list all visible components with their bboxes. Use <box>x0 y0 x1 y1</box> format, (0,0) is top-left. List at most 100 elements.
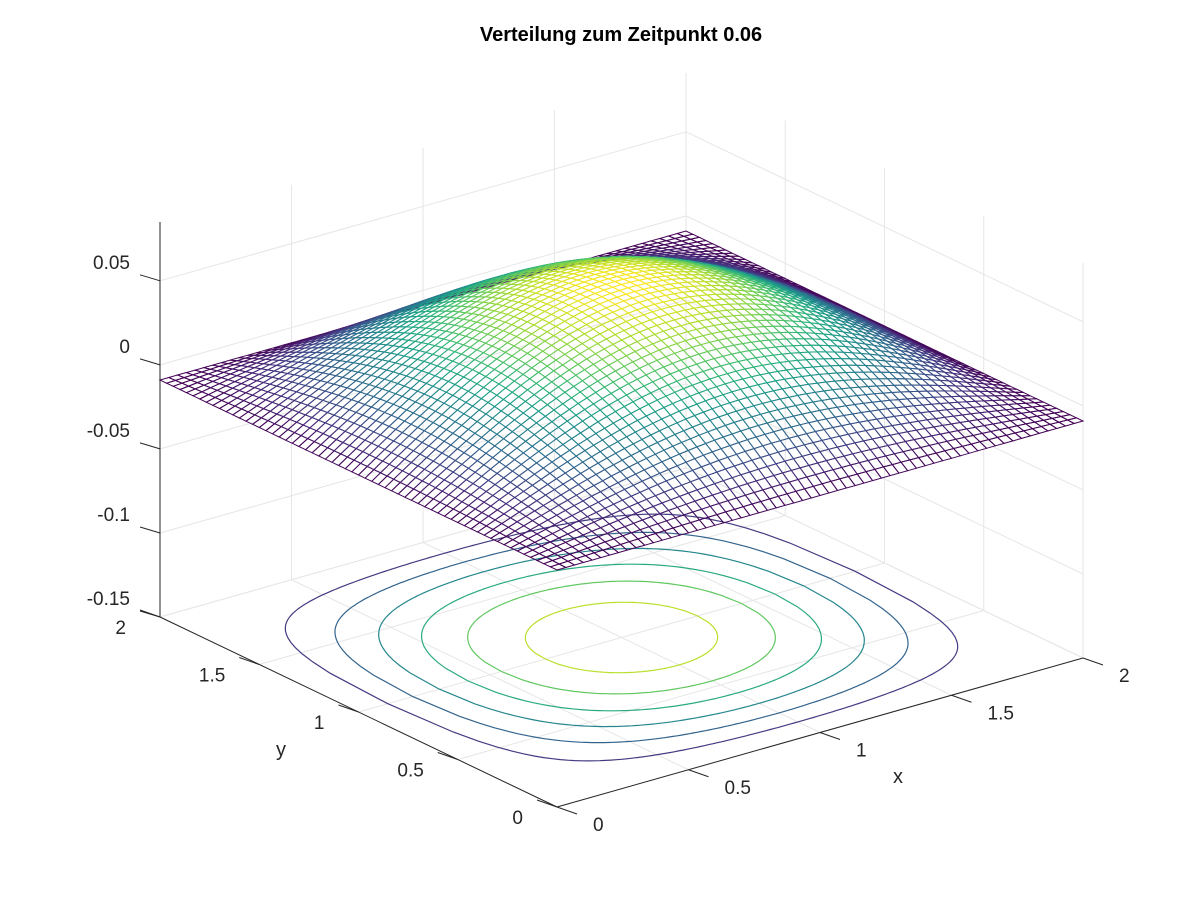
mesh-cell <box>500 481 518 494</box>
y-tick-label: 0 <box>512 808 523 829</box>
mesh-cell <box>614 300 632 310</box>
mesh-cell <box>785 338 803 347</box>
mesh-cell <box>579 347 597 360</box>
mesh-cell <box>575 525 593 536</box>
mesh-cell <box>1050 415 1069 423</box>
mesh-cell <box>625 350 643 363</box>
mesh-cell <box>1059 414 1078 421</box>
mesh-cell <box>917 390 935 399</box>
mesh-cell <box>557 420 575 434</box>
mesh-cell <box>647 441 665 455</box>
mesh-cell <box>612 459 630 473</box>
mesh-cell <box>537 365 555 378</box>
mesh-cell <box>627 341 645 353</box>
mesh-cell <box>509 475 527 488</box>
mesh-cell <box>511 463 529 477</box>
mesh-cell <box>568 483 586 496</box>
grid-line-floor-y <box>457 610 984 760</box>
z-tick-mark <box>139 442 161 450</box>
contour-lines <box>284 513 959 762</box>
mesh-cell <box>585 353 604 365</box>
mesh-cell <box>590 369 608 382</box>
mesh-cell <box>546 438 564 452</box>
mesh-cell <box>539 354 557 367</box>
mesh-cell <box>528 371 546 385</box>
x-tick-mark <box>1082 657 1104 666</box>
z-tick-mark <box>139 526 161 534</box>
mesh-cell <box>621 412 639 426</box>
mesh-cell <box>551 556 570 565</box>
mesh-cell <box>507 447 525 461</box>
mesh-cell <box>511 501 530 513</box>
mesh-cell <box>569 293 588 302</box>
mesh-cell <box>611 283 630 292</box>
mesh-cell <box>585 292 604 301</box>
mesh-cell <box>530 360 549 373</box>
mesh-cell <box>522 549 541 558</box>
mesh-cell <box>627 419 646 433</box>
mesh-cell <box>855 364 874 373</box>
mesh-cell <box>513 490 532 503</box>
mesh-cell <box>758 314 777 321</box>
mesh-cell <box>749 314 768 322</box>
mesh-cell <box>895 378 913 386</box>
mesh-cell <box>496 465 514 479</box>
mesh-cell <box>542 381 560 394</box>
mesh-cell <box>626 284 645 293</box>
mesh-cell <box>560 553 578 562</box>
mesh-cell <box>614 447 632 461</box>
mesh-cell <box>601 475 619 488</box>
mesh-cell <box>771 325 790 334</box>
mesh-cell <box>605 370 623 383</box>
mesh-cell <box>1048 421 1067 430</box>
y-tick-mark <box>536 799 558 808</box>
mesh-cell <box>846 364 865 373</box>
mesh-cell <box>608 482 626 495</box>
mesh-cell <box>516 479 534 493</box>
mesh-cell <box>656 356 674 368</box>
mesh-cell <box>542 461 560 474</box>
mesh-cell <box>649 430 668 444</box>
mesh-cell <box>568 363 586 376</box>
mesh-cell <box>601 392 619 406</box>
mesh-cell <box>559 333 577 345</box>
mesh-cell <box>649 349 667 361</box>
mesh-cell <box>630 408 648 422</box>
mesh-cell <box>862 371 880 380</box>
mesh-cell <box>610 349 628 361</box>
mesh-cell <box>524 473 542 486</box>
mesh-cell <box>608 519 626 531</box>
mesh-cell <box>632 438 650 452</box>
mesh-cell <box>879 371 898 380</box>
mesh-cell <box>1014 391 1031 397</box>
mesh-cell <box>636 374 654 387</box>
mesh-cell <box>611 308 630 318</box>
mesh-cell <box>621 495 639 508</box>
mesh-cell <box>629 331 647 343</box>
mesh-cell <box>616 355 634 367</box>
mesh-cell <box>555 353 573 366</box>
mesh-cell <box>618 287 636 295</box>
mesh-cell <box>552 364 571 377</box>
mesh-cell <box>574 303 592 313</box>
mesh-cell <box>616 320 634 332</box>
mesh-cell <box>652 418 670 432</box>
mesh-cell <box>653 330 672 341</box>
mesh-cell <box>616 293 634 302</box>
mesh-cell <box>535 494 554 507</box>
mesh-cell <box>544 488 562 501</box>
mesh-cell <box>596 283 615 291</box>
mesh-cell <box>586 391 604 405</box>
mesh-cell <box>623 326 641 337</box>
mesh-cell <box>491 488 510 501</box>
mesh-cell <box>500 442 518 456</box>
mesh-cell <box>531 545 550 555</box>
mesh-cell <box>522 520 541 531</box>
mesh-cell <box>603 422 621 436</box>
mesh-cell <box>581 307 599 317</box>
mesh-cell <box>586 473 604 487</box>
mesh-cell <box>632 357 650 369</box>
mesh-cell <box>606 492 624 505</box>
mesh-cell <box>802 338 821 346</box>
mesh-cell <box>870 371 889 380</box>
